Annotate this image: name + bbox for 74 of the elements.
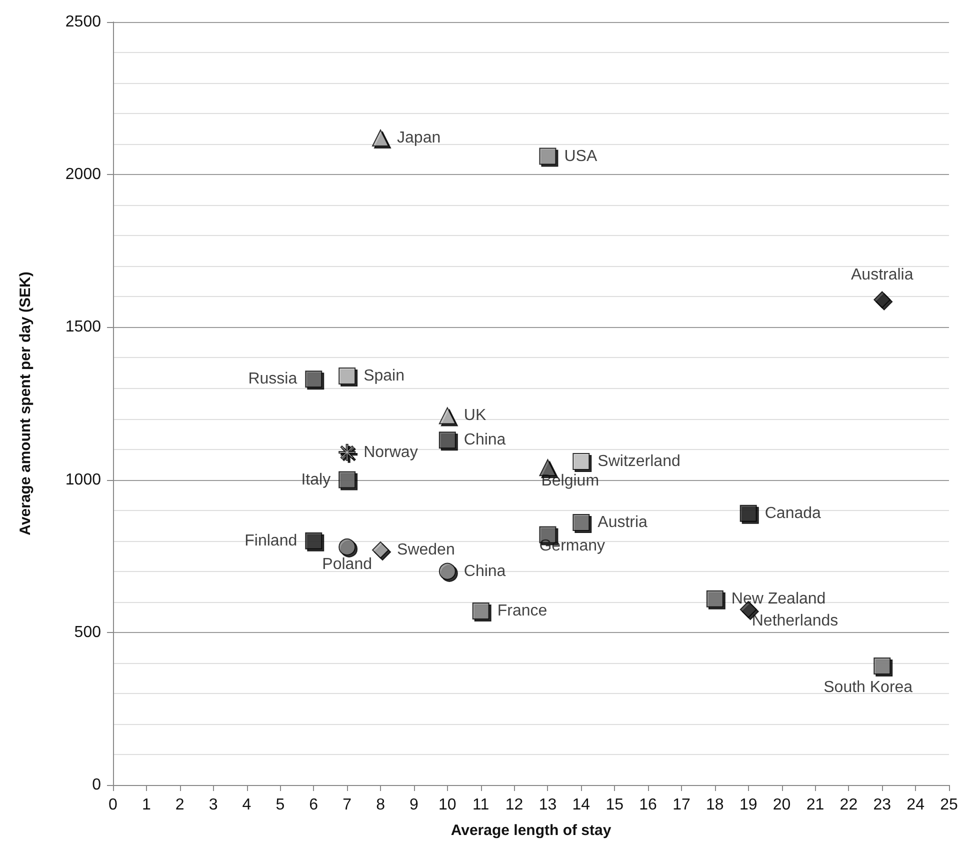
x-tick-label: 25	[940, 796, 958, 814]
point	[338, 368, 356, 385]
x-tick-label: 11	[472, 796, 490, 814]
point	[572, 514, 590, 532]
x-tick-label: 19	[739, 796, 758, 814]
x-tick-label: 21	[806, 796, 824, 814]
x-tick-label: 6	[309, 796, 318, 814]
point	[572, 452, 590, 470]
x-tick-label: 8	[376, 796, 386, 814]
point	[305, 532, 322, 550]
series-label: USA	[564, 148, 598, 165]
series-label: South Korea	[824, 678, 913, 696]
series-label: Canada	[764, 504, 822, 522]
x-tick-label: 18	[706, 796, 724, 814]
point	[338, 471, 356, 488]
x-tick-label: 20	[772, 796, 791, 814]
point	[338, 538, 356, 556]
series-label: China	[464, 432, 506, 449]
y-tick-label: 1500	[65, 318, 102, 336]
series-label: Australia	[850, 266, 914, 284]
series-label: Finland	[244, 532, 298, 550]
point	[539, 148, 556, 165]
series-label: Belgium	[541, 472, 600, 490]
point	[372, 129, 390, 146]
point	[438, 562, 456, 580]
y-tick-label: 500	[74, 624, 102, 641]
x-tick-label: 4	[242, 796, 252, 814]
x-tick-label: 24	[906, 796, 925, 814]
point	[438, 407, 456, 424]
x-tick-label: 13	[538, 796, 557, 814]
point	[874, 291, 891, 308]
x-tick-label: 2	[175, 796, 184, 814]
x-tick-label: 17	[672, 796, 690, 814]
y-tick-label: 1000	[65, 471, 102, 488]
point	[338, 444, 356, 461]
y-tick-label: 2000	[65, 166, 102, 184]
y-axis-title: Average amount spent per day (SEK)	[17, 272, 34, 536]
series-label: Italy	[301, 471, 331, 488]
point	[472, 602, 490, 620]
series-label: Norway	[364, 444, 418, 461]
point	[706, 590, 724, 608]
x-tick-label: 10	[438, 796, 456, 814]
x-tick-label: 23	[873, 796, 892, 814]
x-axis-title: Average length of stay	[450, 822, 612, 839]
x-tick-label: 16	[639, 796, 658, 814]
series-label: Sweden	[397, 541, 455, 558]
x-tick-label: 3	[208, 796, 218, 814]
point	[740, 504, 757, 522]
x-tick-label: 9	[410, 796, 419, 814]
series-label: Netherlands	[752, 612, 838, 630]
y-tick-label: 2500	[65, 14, 102, 30]
x-tick-label: 22	[840, 796, 858, 814]
series-label: Austria	[598, 514, 648, 532]
point	[874, 657, 891, 674]
x-tick-label: 15	[606, 796, 624, 814]
point	[372, 541, 390, 558]
series-label: Russia	[248, 370, 298, 388]
x-tick-label: 5	[276, 796, 285, 814]
series-label: Spain	[364, 368, 404, 385]
x-tick-label: 14	[572, 796, 590, 814]
y-tick-label: 0	[92, 776, 102, 794]
point	[438, 432, 456, 449]
series-label: China	[464, 562, 506, 580]
series-label: New Zealand	[731, 590, 826, 608]
point	[305, 370, 322, 388]
series-label: Switzerland	[598, 452, 680, 470]
series-label: France	[497, 602, 548, 620]
x-tick-label: 7	[342, 796, 352, 814]
series-label: UK	[464, 407, 486, 424]
x-tick-label: 1	[142, 796, 151, 814]
x-tick-label: 0	[108, 796, 118, 814]
x-tick-label: 12	[505, 796, 524, 814]
series-label: Japan	[397, 129, 441, 146]
series-label: Poland	[322, 556, 372, 573]
